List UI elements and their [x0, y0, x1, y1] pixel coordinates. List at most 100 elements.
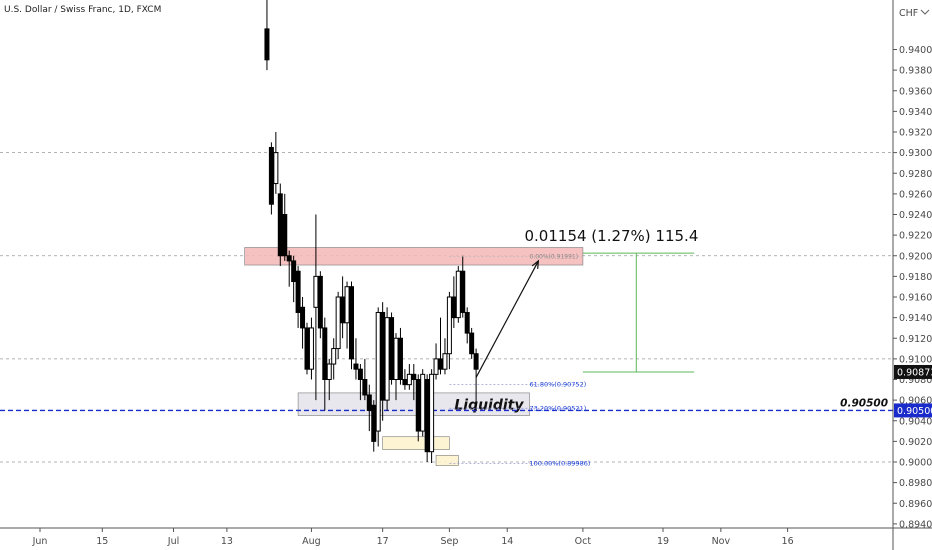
candle-body — [433, 358, 439, 375]
candle — [384, 307, 390, 411]
x-tick-label: 14 — [501, 536, 513, 547]
candle-body — [362, 379, 368, 396]
candle — [344, 281, 350, 349]
time-axis[interactable]: Jun 15 Jul 13 Aug 17 Sep 14 Oct 19 Nov 16 — [32, 528, 794, 547]
projection-arrow[interactable] — [475, 260, 539, 378]
annotations: 0.00%(0.91991) 61.80%(0.90752) 73.20%(0.90… — [449, 227, 888, 467]
candle — [433, 343, 439, 380]
candle — [335, 291, 341, 359]
candle — [322, 317, 328, 411]
candle — [331, 338, 337, 380]
candle — [304, 322, 310, 375]
x-tick-label: 15 — [96, 536, 108, 547]
candle — [429, 369, 435, 464]
candle-body — [380, 311, 386, 401]
candle — [464, 307, 470, 344]
candle-body — [397, 337, 403, 380]
candle — [415, 374, 421, 442]
x-tick-label: Oct — [575, 536, 592, 547]
candle — [295, 266, 301, 328]
lower-zone-1[interactable] — [382, 436, 450, 450]
candle — [420, 369, 426, 437]
candle-body — [406, 373, 412, 386]
candle-body — [393, 337, 399, 380]
candle — [366, 384, 372, 432]
x-tick-label: Aug — [302, 536, 321, 547]
candle-body — [460, 270, 466, 313]
currency-label: CHF — [899, 8, 918, 19]
x-tick-label: Jun — [32, 536, 48, 547]
candle — [282, 193, 288, 261]
candle — [357, 364, 363, 401]
chevron-down-icon[interactable] — [920, 9, 930, 15]
candle-body — [411, 373, 417, 380]
fib-label: 73.20%(0.90521) — [530, 404, 587, 412]
candle — [473, 348, 479, 411]
candle-body — [264, 28, 270, 61]
candle — [460, 255, 466, 318]
candle — [273, 132, 279, 194]
candle-body — [429, 373, 435, 453]
candle — [402, 369, 408, 390]
x-tick-label: 13 — [221, 536, 233, 547]
candle-body — [451, 296, 457, 319]
liquidity-zone-label: Liquidity — [454, 397, 524, 413]
candle-body — [331, 348, 337, 365]
candle — [313, 214, 319, 401]
supply-zone[interactable] — [244, 247, 584, 266]
candlestick-series — [264, 0, 479, 464]
key-level-tag — [894, 403, 932, 418]
last-price-tag — [894, 364, 932, 379]
fib-label: 61.80%(0.90752) — [530, 380, 587, 388]
candle — [300, 297, 306, 349]
x-tick-label: 17 — [377, 536, 389, 547]
candle-body — [402, 379, 408, 386]
candle — [317, 271, 323, 339]
candle-body — [353, 363, 359, 370]
candle — [326, 358, 332, 401]
candle-body — [357, 368, 363, 380]
candle-body — [473, 353, 479, 370]
fib-label: 0.00%(0.91991) — [530, 254, 579, 261]
candle-body — [415, 379, 421, 432]
candle-body — [371, 404, 377, 442]
currency-selector[interactable]: CHF — [899, 8, 930, 19]
candle — [455, 266, 461, 323]
candle-body — [366, 394, 372, 411]
candle — [264, 0, 270, 71]
arrow-head-icon — [531, 259, 540, 269]
measure-label: 0.01154 (1.27%) 115.4 — [525, 227, 699, 245]
candle — [446, 291, 452, 370]
candle-body — [438, 358, 443, 370]
candle — [291, 255, 297, 303]
candle — [308, 317, 314, 380]
candle-body — [442, 353, 448, 370]
candle — [349, 281, 354, 370]
candle-body — [313, 275, 319, 308]
x-tick-label: Jul — [167, 536, 179, 547]
x-tick-label: 19 — [657, 536, 669, 547]
candle-body — [300, 306, 306, 329]
key-level-tag-text: 0.90500 — [897, 406, 932, 417]
x-tick-label: Sep — [440, 536, 458, 547]
candle — [362, 358, 368, 401]
candle-body — [282, 214, 288, 257]
lower-zone-2[interactable] — [435, 454, 459, 466]
candle-body — [344, 286, 350, 324]
